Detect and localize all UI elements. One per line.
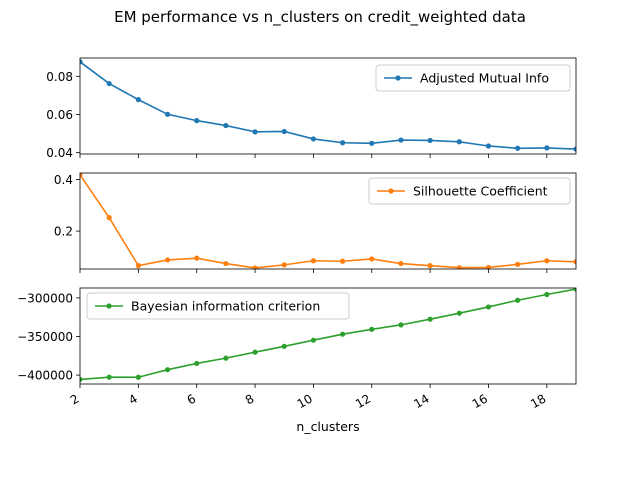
y-tick-label: −350000 bbox=[17, 330, 73, 344]
data-point bbox=[80, 376, 83, 383]
series-line bbox=[80, 174, 576, 269]
data-point bbox=[544, 145, 550, 151]
data-point bbox=[164, 111, 171, 117]
data-point bbox=[106, 80, 112, 87]
legend: Adjusted Mutual Info bbox=[375, 64, 571, 92]
data-point bbox=[369, 140, 375, 146]
data-point bbox=[223, 355, 229, 361]
data-point bbox=[398, 260, 404, 267]
y-tick-label: 0.06 bbox=[46, 108, 73, 122]
data-point bbox=[252, 349, 258, 355]
y-tick-label: −300000 bbox=[17, 291, 73, 305]
y-tick-label: 0.08 bbox=[46, 70, 73, 84]
data-point bbox=[194, 360, 200, 367]
data-point bbox=[164, 257, 171, 263]
data-point bbox=[544, 291, 550, 298]
data-point bbox=[515, 261, 521, 267]
data-point bbox=[427, 316, 433, 322]
y-tick-label: 0.2 bbox=[54, 225, 73, 239]
axes-frame bbox=[79, 172, 577, 270]
legend-label: Adjusted Mutual Info bbox=[420, 71, 549, 86]
data-point bbox=[281, 343, 287, 349]
x-tick-label: 18 bbox=[528, 391, 548, 411]
data-point bbox=[456, 265, 462, 269]
data-point bbox=[106, 215, 112, 221]
data-point bbox=[485, 304, 492, 310]
legend-box bbox=[368, 177, 571, 205]
data-point bbox=[398, 137, 404, 143]
x-tick-label: 14 bbox=[411, 391, 431, 411]
legend: Silhouette Coefficient bbox=[368, 177, 571, 205]
figure-title: EM performance vs n_clusters on credit_w… bbox=[114, 8, 526, 27]
x-tick-label: 10 bbox=[295, 391, 315, 411]
data-point bbox=[456, 310, 462, 316]
data-point bbox=[252, 129, 258, 135]
data-point bbox=[573, 288, 576, 292]
data-point bbox=[398, 322, 404, 328]
data-point bbox=[456, 139, 462, 145]
data-point bbox=[194, 118, 200, 124]
data-point bbox=[573, 146, 576, 152]
legend-marker bbox=[395, 75, 401, 81]
axes-frame bbox=[79, 57, 577, 155]
legend-label: Bayesian information criterion bbox=[131, 299, 320, 314]
x-tick-label: 16 bbox=[470, 391, 490, 411]
data-point bbox=[281, 128, 287, 135]
data-point bbox=[485, 264, 492, 269]
data-point bbox=[515, 145, 521, 151]
legend: Bayesian information criterion bbox=[86, 292, 350, 320]
data-point bbox=[194, 255, 200, 261]
data-point bbox=[164, 367, 171, 373]
data-point bbox=[135, 97, 141, 103]
series-line bbox=[80, 61, 576, 150]
legend-marker bbox=[106, 303, 112, 309]
data-point bbox=[427, 137, 433, 144]
data-point bbox=[310, 136, 317, 142]
legend-label: Silhouette Coefficient bbox=[413, 184, 548, 199]
subplots: 0.04 0.06 0.08 Adjusted Mutual Info 0.2 0.4 Si… bbox=[17, 57, 577, 434]
data-point bbox=[339, 140, 346, 146]
data-point bbox=[369, 326, 375, 332]
legend-box bbox=[375, 64, 571, 92]
data-point bbox=[369, 256, 375, 262]
subplot-1: 0.04 0.06 0.08 Adjusted Mutual Info bbox=[46, 57, 577, 160]
y-tick-label: 0.04 bbox=[46, 146, 73, 160]
legend-box bbox=[86, 292, 350, 320]
data-point bbox=[281, 262, 287, 268]
data-point bbox=[223, 122, 229, 129]
y-tick-label: −400000 bbox=[17, 369, 73, 383]
data-point bbox=[106, 374, 112, 380]
x-tick-label: 12 bbox=[353, 391, 373, 411]
data-point bbox=[135, 374, 141, 380]
data-point bbox=[80, 173, 83, 178]
x-axis-label: n_clusters bbox=[296, 419, 359, 434]
data-point bbox=[252, 265, 258, 269]
data-point bbox=[310, 258, 317, 264]
series-line bbox=[80, 288, 576, 381]
y-tick-label: 0.4 bbox=[54, 173, 73, 187]
data-point bbox=[339, 258, 346, 264]
data-point bbox=[515, 297, 521, 303]
data-point bbox=[135, 263, 141, 269]
data-point bbox=[223, 260, 229, 267]
subplot-2: 0.2 0.4 Silhouette Coefficient bbox=[54, 172, 577, 273]
legend-marker bbox=[388, 188, 394, 194]
axes-frame bbox=[79, 287, 577, 385]
data-point bbox=[427, 263, 433, 269]
data-point bbox=[544, 258, 550, 264]
data-point bbox=[310, 337, 317, 343]
data-point bbox=[339, 331, 346, 337]
data-point bbox=[485, 143, 492, 149]
data-point bbox=[80, 59, 83, 65]
data-point bbox=[573, 259, 576, 265]
